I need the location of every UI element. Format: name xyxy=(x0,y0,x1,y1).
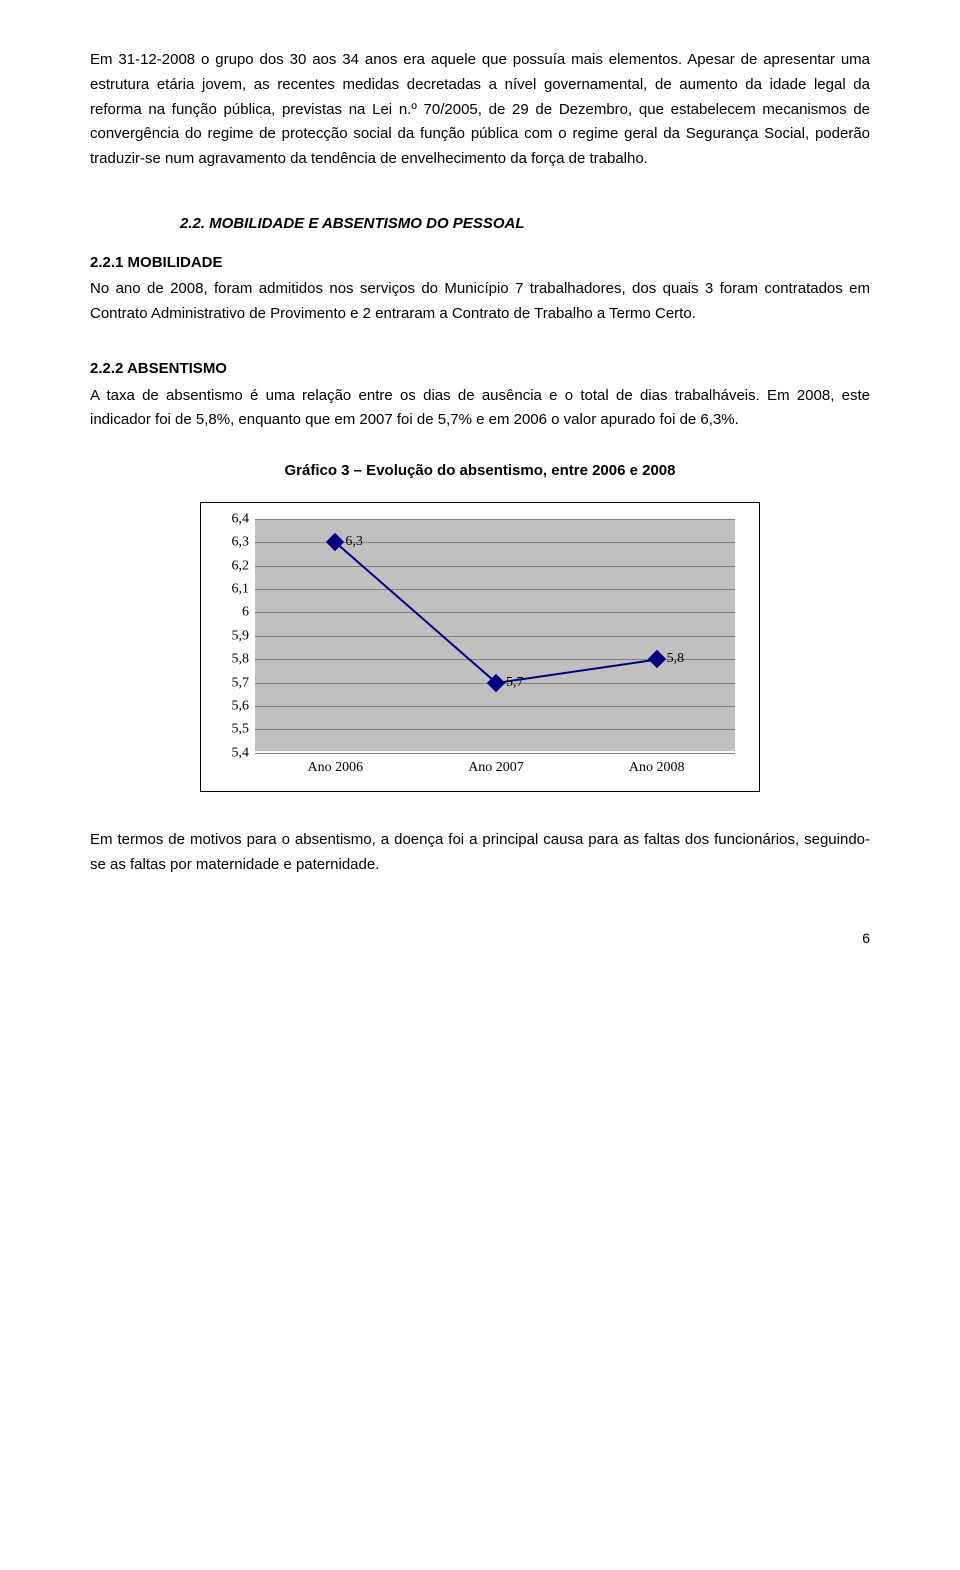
chart-value-label: 5,8 xyxy=(667,647,685,670)
chart-value-label: 5,7 xyxy=(506,671,524,694)
grid-line xyxy=(255,729,735,730)
x-axis-label: Ano 2008 xyxy=(629,756,685,779)
grid-line xyxy=(255,519,735,520)
chart-title: Gráfico 3 – Evolução do absentismo, entr… xyxy=(90,459,870,484)
y-axis-label: 5,7 xyxy=(213,671,249,694)
x-axis-label: Ano 2007 xyxy=(468,756,524,779)
y-axis-label: 6,3 xyxy=(213,531,249,554)
grid-line xyxy=(255,636,735,637)
chart-value-label: 6,3 xyxy=(345,530,363,553)
x-axis-label: Ano 2006 xyxy=(308,756,364,779)
grid-line xyxy=(255,753,735,754)
y-axis-label: 6,2 xyxy=(213,554,249,577)
plot-area: 6,3 5,7 5,8 xyxy=(255,519,735,751)
page-number: 6 xyxy=(90,927,870,950)
y-axis-label: 6,4 xyxy=(213,507,249,530)
y-axis-label: 5,9 xyxy=(213,624,249,647)
mobilidade-paragraph: No ano de 2008, foram admitidos nos serv… xyxy=(90,277,870,327)
chart-container: 6,35,75,8 5,45,55,65,75,85,966,16,26,36,… xyxy=(90,502,870,792)
chart-marker xyxy=(647,650,665,668)
heading-2-2-1: 2.2.1 MOBILIDADE xyxy=(90,251,870,276)
heading-2-2: 2.2. MOBILIDADE E ABSENTISMO DO PESSOAL xyxy=(180,212,870,237)
grid-line xyxy=(255,706,735,707)
y-axis-label: 5,5 xyxy=(213,718,249,741)
grid-line xyxy=(255,566,735,567)
y-axis-label: 6,1 xyxy=(213,577,249,600)
absentismo-paragraph-1: A taxa de absentismo é uma relação entre… xyxy=(90,384,870,434)
y-axis-label: 5,4 xyxy=(213,741,249,764)
absentismo-chart: 6,35,75,8 5,45,55,65,75,85,966,16,26,36,… xyxy=(200,502,760,792)
grid-line xyxy=(255,612,735,613)
y-axis-label: 5,8 xyxy=(213,648,249,671)
absentismo-paragraph-2: Em termos de motivos para o absentismo, … xyxy=(90,828,870,878)
y-axis-label: 5,6 xyxy=(213,694,249,717)
heading-2-2-2: 2.2.2 ABSENTISMO xyxy=(90,357,870,382)
grid-line xyxy=(255,589,735,590)
intro-paragraph: Em 31-12-2008 o grupo dos 30 aos 34 anos… xyxy=(90,48,870,172)
y-axis-label: 6 xyxy=(213,601,249,624)
